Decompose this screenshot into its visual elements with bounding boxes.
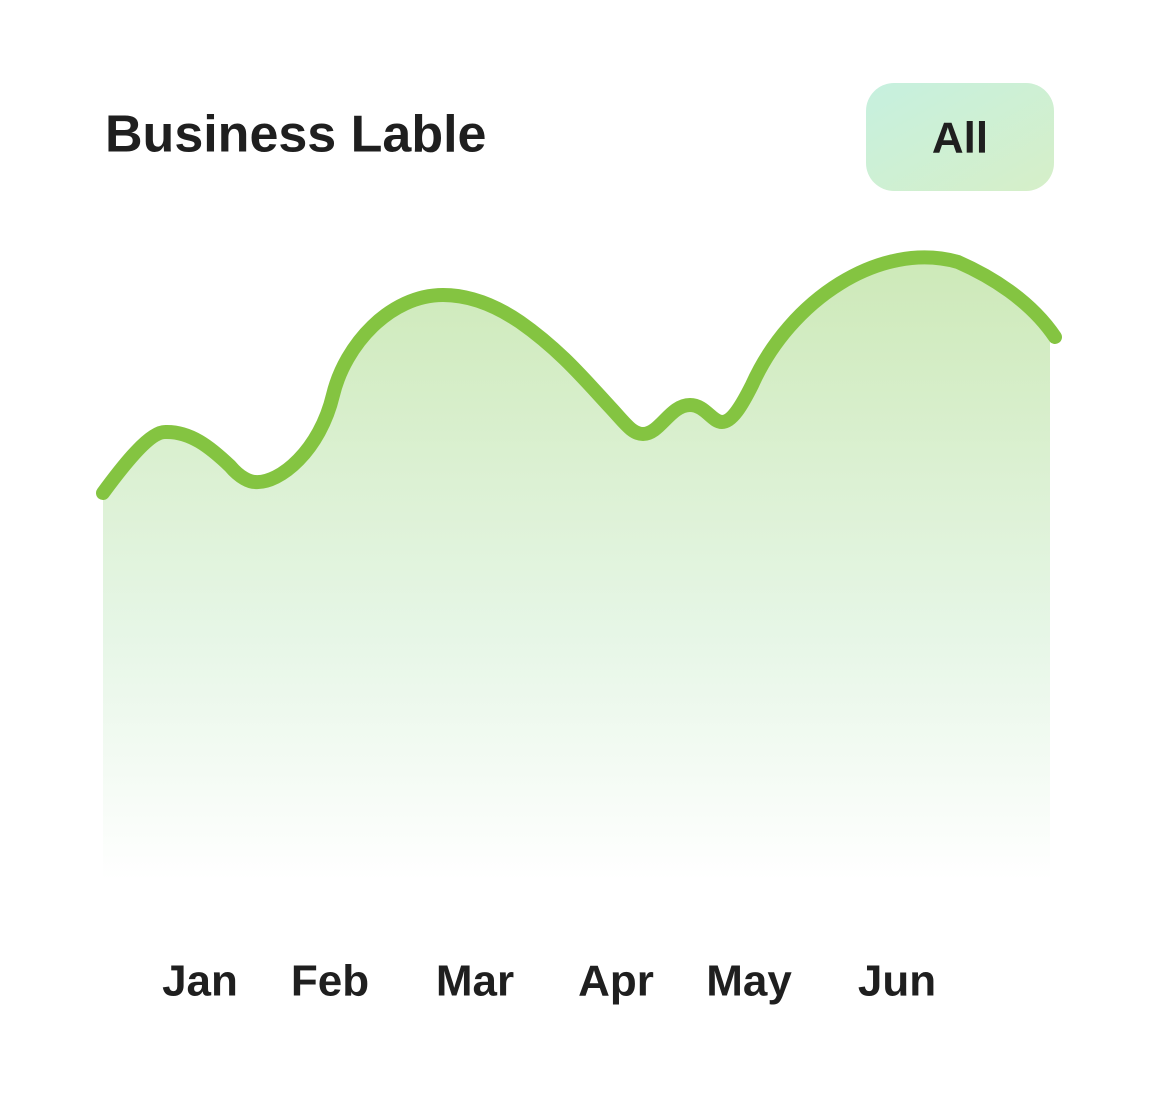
x-axis-label: Apr xyxy=(578,957,654,1006)
trend-line xyxy=(96,250,1062,500)
x-axis-label: Jun xyxy=(858,957,936,1006)
x-axis-label: Jan xyxy=(162,957,238,1006)
area-fill xyxy=(103,257,1050,880)
x-axis-label: Mar xyxy=(436,957,514,1006)
button-background[interactable] xyxy=(866,83,1054,191)
button-label[interactable]: All xyxy=(932,114,988,163)
x-axis-label: Feb xyxy=(291,957,369,1006)
title: Business Lable xyxy=(105,106,486,164)
x-axis-label: May xyxy=(706,957,792,1006)
filter-button[interactable]: All xyxy=(866,83,1054,191)
